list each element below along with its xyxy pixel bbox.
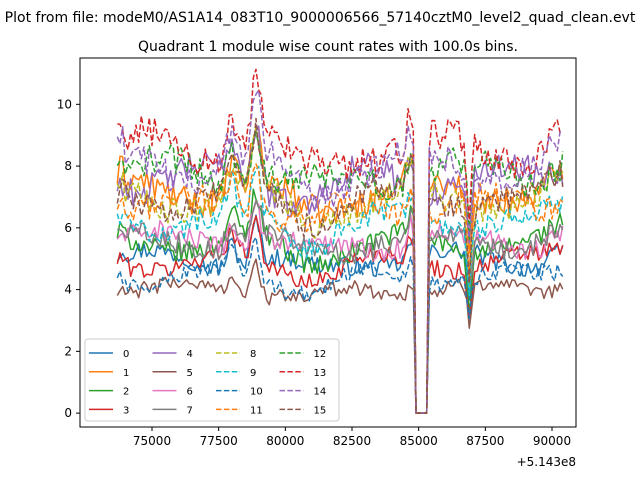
legend-label-0: 0 xyxy=(123,349,129,360)
legend-label-6: 6 xyxy=(187,387,193,398)
series-line-8 xyxy=(116,126,564,414)
legend-label-2: 2 xyxy=(123,387,129,398)
legend-label-15: 15 xyxy=(314,405,327,416)
legend-label-10: 10 xyxy=(250,387,263,398)
legend-label-5: 5 xyxy=(187,368,193,379)
series-line-9 xyxy=(116,165,564,414)
x-tick-label: 77500 xyxy=(200,434,238,448)
chart-title: Quadrant 1 module wise count rates with … xyxy=(138,39,518,55)
series-line-5 xyxy=(116,258,564,414)
x-tick-label: 80000 xyxy=(266,434,304,448)
series-line-10 xyxy=(116,236,564,414)
series-line-14 xyxy=(116,89,564,414)
legend-label-3: 3 xyxy=(123,405,129,416)
x-tick-label: 75000 xyxy=(133,434,171,448)
y-tick-label: 4 xyxy=(64,283,72,297)
y-tick-label: 10 xyxy=(57,97,72,111)
plot-frame xyxy=(79,57,577,428)
y-tick-label: 0 xyxy=(64,406,72,420)
x-tick-label: 85000 xyxy=(400,434,438,448)
legend-label-8: 8 xyxy=(250,349,256,360)
series-layer xyxy=(116,68,564,414)
axes-layer: 75000 77500 80000 82500 85000 87500 90000 0 2 4 6 8… xyxy=(57,97,571,448)
series-line-6 xyxy=(116,200,564,414)
series-line-13 xyxy=(117,68,563,414)
series-line-11 xyxy=(116,163,564,414)
x-tick-label: 87500 xyxy=(466,434,504,448)
y-tick-label: 2 xyxy=(64,344,72,358)
series-line-0 xyxy=(116,214,564,414)
legend-box xyxy=(84,338,340,422)
legend-label-7: 7 xyxy=(187,405,193,416)
x-tick-label: 82500 xyxy=(333,434,371,448)
x-tick-label: 90000 xyxy=(533,434,571,448)
legend-label-9: 9 xyxy=(250,368,256,379)
figure-suptitle: Plot from file: modeM0/AS1A14_083T10_900… xyxy=(5,10,636,26)
x-offset-label: +5.143e8 xyxy=(517,455,576,469)
legend-label-14: 14 xyxy=(314,387,327,398)
series-line-7 xyxy=(117,199,564,414)
series-line-15 xyxy=(116,117,564,414)
legend-label-12: 12 xyxy=(314,349,327,360)
legend-label-11: 11 xyxy=(250,405,263,416)
legend-label-4: 4 xyxy=(187,349,193,360)
y-tick-label: 8 xyxy=(64,159,72,173)
legend-label-1: 1 xyxy=(123,368,129,379)
y-tick-label: 6 xyxy=(64,221,72,235)
legend-label-13: 13 xyxy=(314,368,327,379)
